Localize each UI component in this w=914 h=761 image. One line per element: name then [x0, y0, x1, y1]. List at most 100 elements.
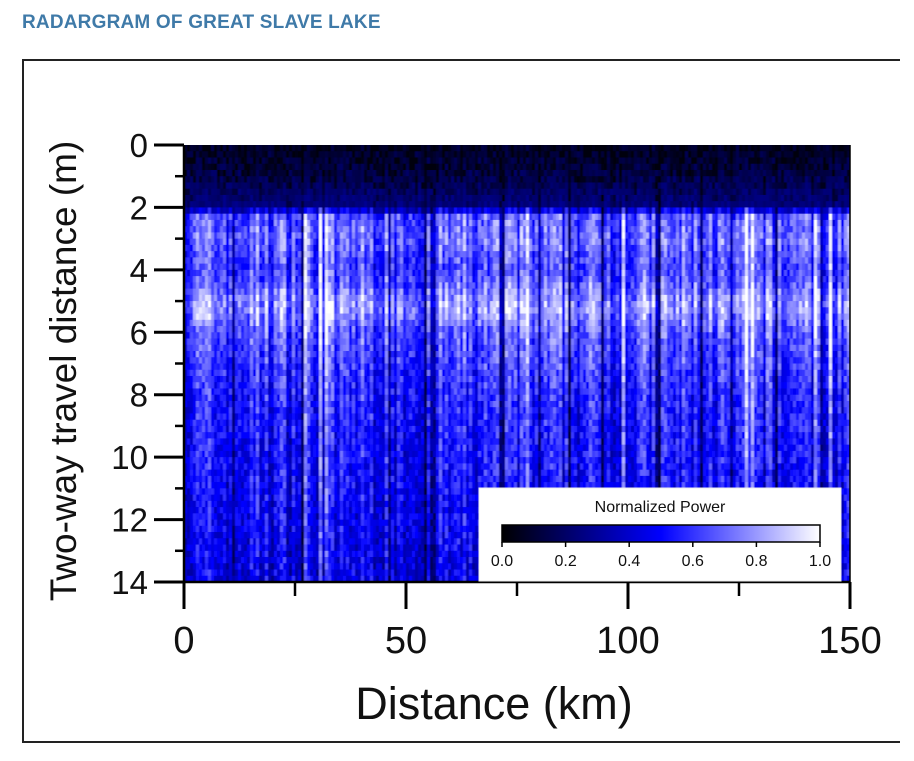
radargram-cell [358, 319, 362, 327]
radargram-cell [211, 457, 215, 464]
radargram-cell [331, 263, 335, 271]
radargram-cell [319, 469, 323, 477]
radargram-trace [370, 145, 374, 583]
radargram-cell [190, 332, 194, 339]
radargram-cell [190, 338, 194, 346]
radargram-cell [205, 400, 209, 408]
radargram-cell [358, 176, 362, 183]
radargram-cell [280, 288, 284, 296]
radargram-cell [184, 269, 188, 277]
radargram-cell [310, 232, 314, 240]
radargram-cell [364, 488, 368, 495]
radargram-cell [262, 288, 266, 296]
radargram-cell [223, 282, 227, 289]
radargram-cell [184, 301, 188, 308]
radargram-cell [220, 313, 224, 321]
radargram-cell [322, 151, 326, 158]
radargram-cell [253, 394, 257, 402]
radargram-cell [334, 513, 338, 520]
radargram-cell [250, 226, 254, 233]
radargram-cell [346, 332, 350, 339]
radargram-cell [304, 226, 308, 233]
radargram-cell [352, 288, 356, 296]
radargram-cell [256, 563, 260, 570]
radargram-cell [274, 513, 278, 520]
radargram-cell [331, 201, 335, 208]
radargram-cell [382, 313, 386, 321]
radargram-cell [271, 201, 275, 208]
radargram-cell [256, 182, 260, 190]
radargram-cell [208, 276, 212, 283]
radargram-cell [301, 157, 305, 165]
radargram-cell [361, 351, 365, 358]
radargram-cell [220, 363, 224, 371]
radargram-cell [289, 469, 293, 477]
radargram-cell [286, 550, 290, 558]
radargram-cell [229, 407, 233, 414]
radargram-cell [253, 307, 257, 314]
radargram-cell [295, 388, 299, 396]
radargram-cell [259, 375, 263, 383]
radargram-cell [286, 232, 290, 240]
radargram-cell [247, 326, 251, 333]
radargram-cell [298, 188, 302, 196]
radargram-cell [337, 344, 341, 352]
radargram-cell [361, 400, 365, 408]
radargram-cell [331, 407, 335, 414]
radargram-trace [244, 145, 248, 583]
radargram-cell [286, 425, 290, 433]
radargram-cell [208, 157, 212, 165]
radargram-cell [385, 232, 389, 240]
radargram-cell [250, 169, 254, 177]
radargram-cell [283, 432, 287, 439]
radargram-cell [256, 382, 260, 389]
radargram-cell [349, 538, 353, 545]
radargram-cell [286, 419, 290, 427]
radargram-cell [199, 282, 203, 289]
radargram-cell [286, 332, 290, 339]
radargram-cell [337, 432, 341, 439]
radargram-cell [184, 538, 188, 545]
radargram-cell [325, 276, 329, 283]
radargram-cell [217, 369, 221, 377]
radargram-cell [379, 550, 383, 558]
radargram-cell [280, 507, 284, 514]
radargram-cell [376, 444, 380, 452]
radargram-cell [274, 475, 278, 483]
radargram-cell [289, 326, 293, 333]
radargram-cell [205, 332, 209, 339]
radargram-cell [322, 513, 326, 520]
radargram-cell [307, 469, 311, 477]
radargram-cell [238, 163, 242, 171]
radargram-cell [325, 151, 329, 158]
radargram-cell [202, 475, 206, 483]
radargram-cell [373, 157, 377, 165]
radargram-cell [316, 407, 320, 414]
radargram-cell [289, 425, 293, 433]
radargram-cell [271, 438, 275, 446]
radargram-cell [370, 263, 374, 271]
radargram-cell [196, 207, 200, 215]
radargram-cell [316, 488, 320, 495]
radargram-cell [226, 157, 230, 165]
radargram-cell [184, 432, 188, 439]
radargram-cell [262, 500, 266, 508]
radargram-cell [376, 344, 380, 352]
radargram-cell [346, 444, 350, 452]
radargram-cell [352, 344, 356, 352]
radargram-cell [376, 238, 380, 246]
radargram-cell [370, 413, 374, 421]
radargram-cell [286, 319, 290, 327]
radargram-cell [370, 382, 374, 389]
radargram-trace [337, 145, 341, 583]
radargram-cell [316, 444, 320, 452]
radargram-cell [358, 507, 362, 514]
radargram-cell [205, 169, 209, 177]
radargram-cell [295, 307, 299, 314]
radargram-cell [319, 194, 323, 202]
radargram-cell [241, 288, 245, 296]
radargram-cell [325, 232, 329, 240]
radargram-cell [184, 488, 188, 495]
radargram-cell [220, 213, 224, 221]
radargram-cell [391, 257, 395, 265]
